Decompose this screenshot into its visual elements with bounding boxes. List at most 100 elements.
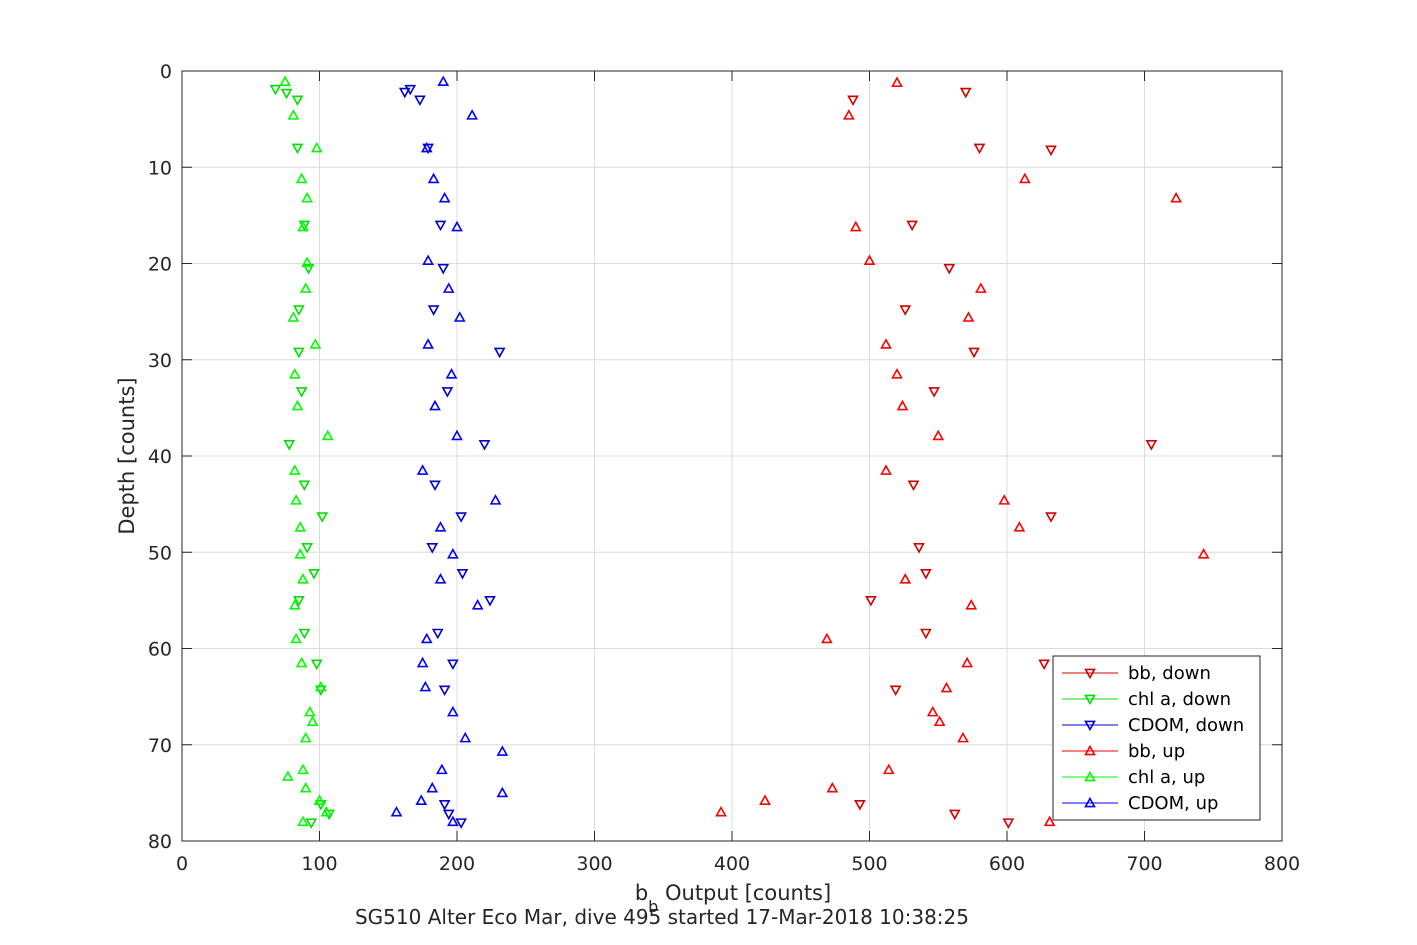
data-point bbox=[478, 440, 491, 451]
data-point bbox=[294, 548, 307, 559]
data-point bbox=[438, 191, 451, 203]
data-point bbox=[998, 494, 1011, 505]
data-point bbox=[416, 464, 429, 475]
data-point bbox=[293, 305, 305, 316]
data-point bbox=[899, 305, 912, 316]
data-point bbox=[442, 809, 455, 821]
data-point bbox=[398, 87, 411, 99]
legend-label: chl a, up bbox=[1128, 767, 1205, 788]
data-point bbox=[928, 387, 940, 398]
data-point bbox=[422, 254, 434, 266]
data-point bbox=[1019, 172, 1031, 184]
data-point bbox=[287, 109, 300, 120]
data-point bbox=[419, 680, 432, 692]
legend-marker bbox=[1084, 720, 1096, 732]
data-point bbox=[308, 569, 320, 580]
y-tick-label: 70 bbox=[148, 735, 172, 757]
data-point bbox=[865, 595, 877, 607]
data-point bbox=[906, 220, 918, 232]
series-2 bbox=[398, 84, 506, 829]
data-point bbox=[294, 521, 307, 532]
data-point bbox=[441, 387, 454, 398]
data-point bbox=[437, 263, 450, 275]
data-point bbox=[301, 256, 313, 267]
x-tick-label: 0 bbox=[176, 853, 188, 875]
data-point bbox=[821, 632, 833, 644]
data-point bbox=[302, 263, 315, 275]
data-point bbox=[459, 731, 472, 743]
data-point bbox=[455, 818, 467, 829]
data-point bbox=[968, 347, 980, 359]
data-point bbox=[891, 368, 903, 379]
data-point bbox=[940, 681, 953, 693]
x-axis-label-rest: Output [counts] bbox=[658, 881, 831, 905]
data-point bbox=[447, 548, 459, 559]
y-tick-label: 20 bbox=[148, 254, 172, 276]
x-tick-label: 800 bbox=[1264, 853, 1300, 875]
y-tick-label: 10 bbox=[148, 157, 172, 179]
data-point bbox=[320, 805, 333, 817]
data-point bbox=[1045, 512, 1057, 523]
data-point bbox=[295, 656, 308, 668]
data-point bbox=[297, 815, 309, 827]
legend-marker bbox=[1084, 744, 1096, 756]
data-point bbox=[920, 569, 932, 580]
data-point bbox=[442, 282, 455, 293]
data-point bbox=[496, 786, 509, 798]
legend-label: CDOM, down bbox=[1128, 715, 1244, 736]
data-point bbox=[280, 88, 293, 100]
data-point bbox=[456, 569, 469, 580]
legend-marker bbox=[1084, 668, 1096, 680]
data-point bbox=[451, 220, 463, 232]
data-point bbox=[451, 429, 463, 441]
data-point bbox=[321, 429, 334, 441]
data-point bbox=[961, 656, 973, 668]
data-point bbox=[420, 141, 433, 153]
data-point bbox=[304, 705, 316, 717]
data-point bbox=[414, 95, 426, 107]
data-point bbox=[316, 512, 329, 523]
data-point bbox=[847, 95, 859, 107]
data-point bbox=[436, 763, 448, 775]
data-point bbox=[298, 480, 311, 492]
data-point bbox=[429, 399, 441, 411]
data-point bbox=[973, 143, 986, 155]
data-point bbox=[306, 715, 319, 727]
data-point bbox=[975, 282, 987, 293]
data-point bbox=[882, 763, 895, 775]
data-point bbox=[1038, 659, 1050, 671]
data-point bbox=[1043, 815, 1056, 827]
data-point bbox=[299, 282, 312, 293]
data-point bbox=[453, 311, 466, 322]
data-point bbox=[1145, 440, 1158, 451]
data-point bbox=[445, 368, 458, 379]
data-point bbox=[287, 311, 300, 322]
data-point bbox=[438, 685, 451, 697]
data-point bbox=[313, 794, 326, 805]
data-point bbox=[1002, 818, 1015, 829]
data-marks bbox=[269, 75, 1210, 829]
data-point bbox=[437, 75, 450, 86]
data-point bbox=[438, 800, 451, 811]
legend-box bbox=[1052, 655, 1261, 821]
data-point bbox=[434, 573, 447, 584]
data-point bbox=[493, 347, 506, 359]
data-point bbox=[891, 76, 903, 87]
x-tick-label: 300 bbox=[576, 853, 612, 875]
data-point bbox=[299, 781, 312, 793]
data-point bbox=[471, 599, 484, 610]
data-point bbox=[899, 573, 912, 584]
series-1 bbox=[269, 84, 335, 829]
data-point bbox=[288, 464, 301, 475]
y-tick-label: 0 bbox=[160, 61, 172, 83]
chart-caption: SG510 Alter Eco Mar, dive 495 started 17… bbox=[355, 905, 969, 929]
x-tick-label: 100 bbox=[301, 853, 337, 875]
data-point bbox=[948, 809, 961, 821]
data-point bbox=[913, 543, 925, 554]
data-point bbox=[447, 705, 459, 717]
data-point bbox=[293, 595, 305, 607]
data-point bbox=[297, 763, 309, 775]
data-point bbox=[323, 809, 335, 821]
x-tick-label: 700 bbox=[1126, 853, 1162, 875]
